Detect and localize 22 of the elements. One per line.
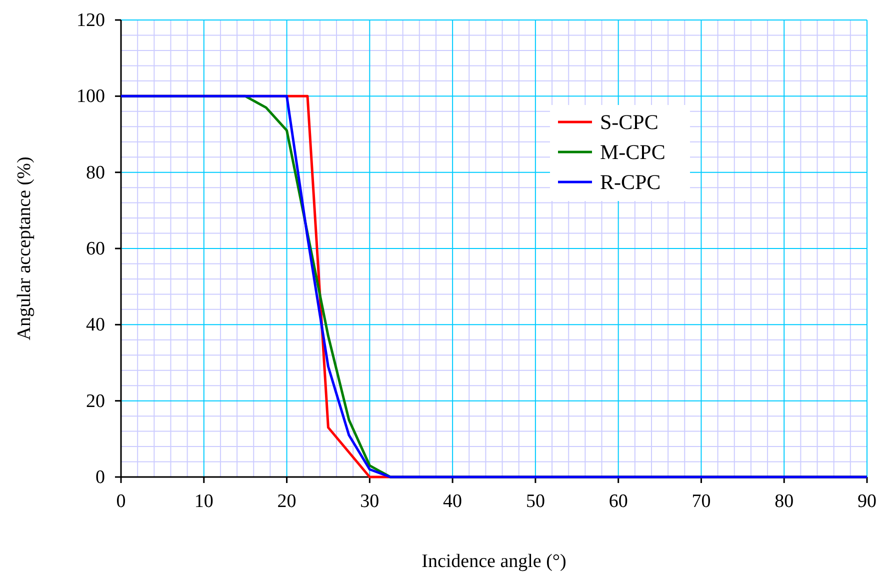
x-tick-label: 60	[608, 491, 628, 512]
x-tick-label: 30	[360, 491, 380, 512]
x-tick-label: 10	[194, 491, 214, 512]
x-axis-title: Incidence angle (°)	[422, 551, 566, 572]
x-tick-label: 90	[858, 491, 876, 512]
legend-label: R-CPC	[600, 170, 661, 194]
legend-label: S-CPC	[600, 110, 658, 134]
y-tick-label: 20	[86, 390, 105, 412]
x-tick-label: 80	[774, 491, 794, 512]
y-tick-label: 80	[86, 162, 105, 184]
x-tick-label: 40	[443, 491, 462, 512]
y-tick-label: 40	[86, 314, 105, 336]
x-tick-label: 70	[692, 491, 711, 512]
x-tick-label: 20	[277, 491, 296, 512]
y-tick-label: 100	[76, 86, 105, 108]
y-tick-label: 0	[96, 467, 105, 488]
x-tick-label: 50	[526, 491, 545, 512]
y-tick-label: 60	[86, 238, 105, 260]
x-tick-label: 0	[116, 491, 126, 512]
y-axis-title: Angular acceptance (%)	[14, 156, 35, 340]
legend-label: M-CPC	[600, 140, 666, 164]
y-tick-label: 120	[76, 10, 105, 31]
